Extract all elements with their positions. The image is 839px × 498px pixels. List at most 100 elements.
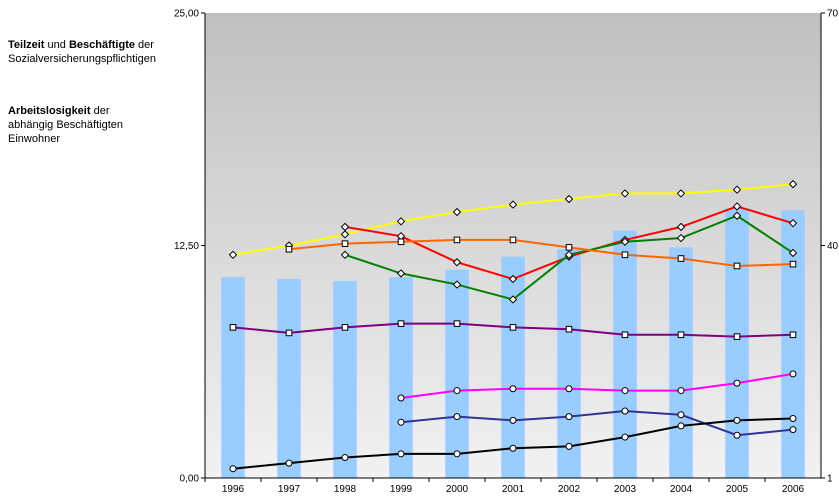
series-6-point-2004 (677, 411, 685, 419)
series-7-point-2006 (789, 414, 797, 422)
series-1-point-2000 (452, 258, 462, 267)
legend-text-abhaengig: abhängig Beschäftigten (8, 119, 123, 131)
series-5-line (400, 372, 794, 400)
series-3-line (288, 238, 794, 267)
series-6-line (400, 410, 794, 437)
series-7-point-1998 (341, 454, 349, 462)
series-3-point-2002 (565, 244, 573, 251)
axes-layer: 0,00 12,50 25,00 1 40 70 1996 1997 1998 1999 2000 2… (174, 9, 839, 496)
series-6-point-2002 (565, 413, 573, 421)
series-1-point-2006 (788, 218, 798, 228)
bar-2003 (613, 230, 637, 478)
x-tick-label-1998: 1998 (334, 484, 357, 495)
legend-bold-arbeitslosigkeit: Arbeitslosigkeit (8, 105, 91, 117)
series-7-point-1996 (229, 465, 237, 473)
series-4-point-1996 (229, 324, 237, 331)
left-tick-label-2: 25,00 (174, 9, 199, 20)
x-tick-label-2002: 2002 (558, 484, 581, 495)
x-tick-label-1999: 1999 (390, 484, 413, 495)
series-7-point-1997 (285, 459, 293, 467)
series-7-point-2005 (733, 416, 741, 424)
series-1-point-2004 (676, 222, 686, 232)
series-3-point-2001 (509, 236, 517, 244)
series-2-point-2003 (620, 237, 630, 246)
legend-text-der2: der (90, 105, 110, 117)
series-1-point-1998 (340, 222, 350, 232)
series-4-point-1998 (341, 324, 349, 331)
series-4-point-2003 (621, 331, 629, 339)
series-3-point-1998 (341, 240, 349, 247)
series-2-point-2000 (452, 280, 462, 289)
bar-2002 (557, 249, 581, 478)
bar-2001 (501, 256, 525, 478)
bars-layer (221, 208, 805, 479)
legend-text-und: und (44, 39, 69, 51)
series-4-point-2002 (565, 325, 573, 333)
series-6-point-2006 (789, 426, 797, 434)
series-7-point-2003 (621, 433, 629, 441)
series-4-point-2001 (509, 324, 517, 331)
series-0-point-2004 (676, 189, 686, 198)
bar-2005 (725, 208, 749, 479)
series-5-point-2001 (509, 385, 517, 393)
legend-bold-teilzeit: Teilzeit (8, 39, 45, 51)
right-tick-label-1: 40 (827, 241, 839, 252)
series-3-point-2003 (621, 251, 629, 259)
bar-1996 (221, 277, 245, 478)
x-tick-label-2005: 2005 (726, 484, 749, 495)
series-0-point-2001 (508, 200, 518, 209)
series-4-point-2005 (733, 333, 741, 340)
bar-1999 (389, 277, 413, 478)
series-6-point-2003 (621, 407, 629, 415)
series-5-point-2002 (565, 385, 573, 393)
series-2-point-1998 (340, 250, 350, 260)
series-4-point-1997 (285, 329, 293, 337)
x-tick-label-2006: 2006 (782, 484, 805, 495)
bar-2004 (669, 247, 693, 478)
x-tick-label-1996: 1996 (222, 484, 245, 495)
bar-2006 (781, 210, 805, 478)
series-3-point-1999 (397, 238, 405, 246)
series-0-point-2006 (788, 179, 798, 189)
right-tick-label-0: 1 (827, 474, 833, 485)
x-tick-label-2003: 2003 (614, 484, 637, 495)
series-0-point-2000 (452, 207, 462, 217)
legend-bold-beschaeftigte: Beschäftigte (68, 39, 135, 51)
series-3-point-2000 (453, 236, 461, 244)
bar-1997 (277, 278, 301, 478)
series-0-point-1998 (340, 230, 350, 239)
legend-text-svp: Sozialversicherungspflichtigen (8, 53, 156, 65)
right-tick-label-2: 70 (827, 9, 839, 20)
series-0-point-1996 (228, 250, 238, 260)
series-7-point-2000 (453, 450, 461, 458)
series-5-point-2006 (789, 370, 797, 378)
series-6-point-1999 (397, 418, 405, 426)
series-4-point-1999 (397, 320, 405, 327)
legend-arbeitslosigkeit: Arbeitslosigkeit der abhängig Beschäftig… (8, 104, 123, 146)
series-2-point-2001 (508, 295, 518, 304)
series-6-point-2005 (733, 431, 741, 439)
series-0-point-2005 (732, 185, 742, 194)
x-tick-label-2004: 2004 (670, 484, 693, 495)
series-6-point-2001 (509, 416, 517, 424)
left-tick-label-0: 0,00 (180, 474, 200, 485)
series-5-point-2005 (733, 379, 741, 387)
series-0-point-1999 (396, 217, 406, 226)
series-3-point-1997 (285, 245, 293, 253)
series-2-point-1999 (396, 269, 406, 278)
series-1-point-2005 (732, 202, 742, 211)
bar-2000 (445, 269, 469, 478)
series-7-point-2004 (677, 422, 685, 430)
series-2-point-2004 (676, 233, 686, 243)
series-4-point-2004 (677, 331, 685, 339)
series-5-point-2003 (621, 387, 629, 395)
series-2-point-2005 (732, 211, 742, 220)
x-tick-label-1997: 1997 (278, 484, 301, 495)
series-7-point-1999 (397, 450, 405, 458)
legend-teilzeit: Teilzeit und Beschäftigte der Sozialvers… (8, 38, 156, 66)
series-4-point-2000 (453, 320, 461, 327)
series-2-point-2006 (788, 248, 798, 258)
series-3-point-2006 (789, 260, 797, 268)
series-0-point-2002 (564, 194, 574, 204)
